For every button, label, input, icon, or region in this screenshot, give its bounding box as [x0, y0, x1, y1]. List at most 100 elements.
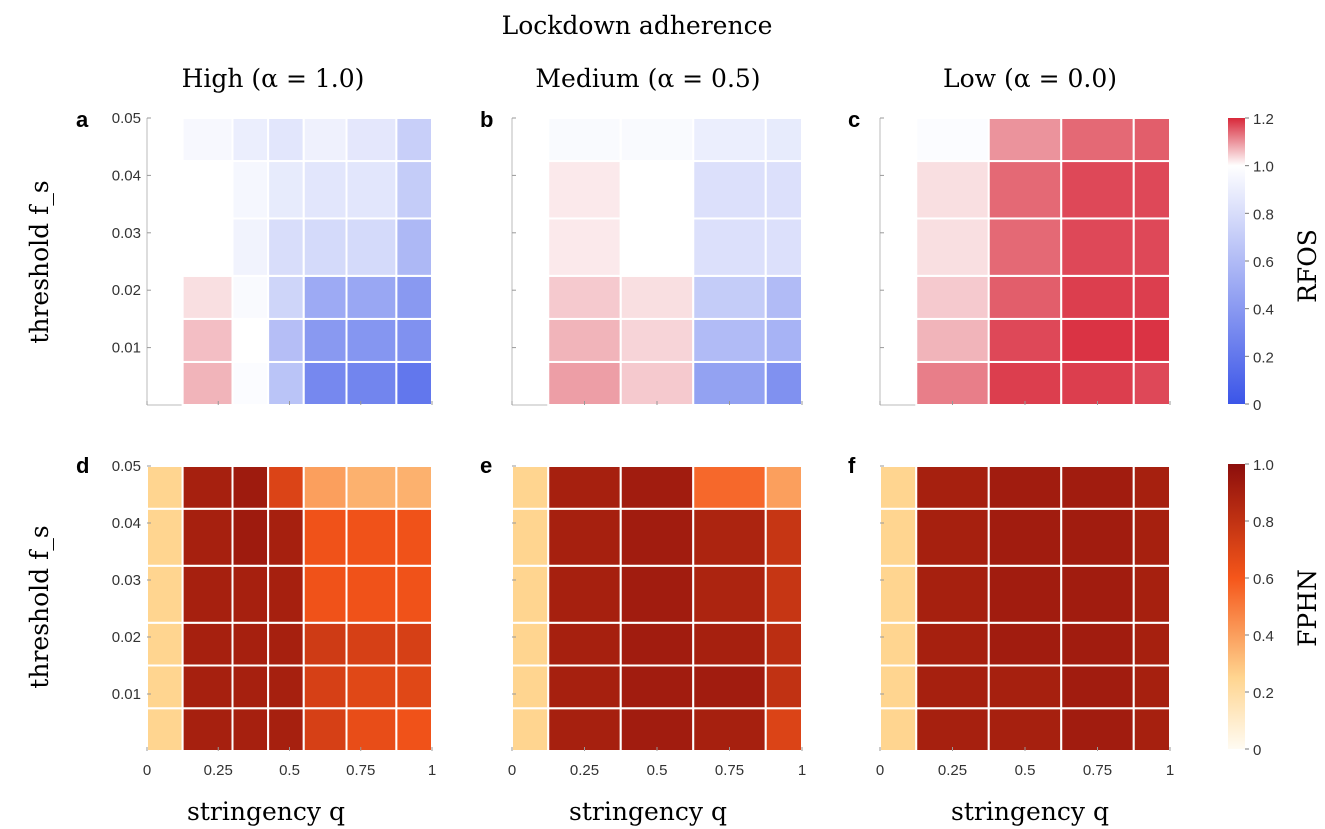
heatmap-cell — [267, 360, 305, 407]
x-tick-label: 0.5 — [1015, 762, 1036, 779]
heatmap-cell — [395, 621, 433, 667]
heatmap-cell — [302, 465, 348, 510]
heatmap-cell — [547, 217, 622, 277]
heatmap-cell — [547, 360, 622, 407]
heatmap-cell — [345, 360, 398, 407]
colorbar-tick-label: 1.0 — [1253, 159, 1274, 176]
y-tick-label: 0.04 — [112, 515, 141, 532]
colorbar-fphn-ticks: 1.0 0.8 0.6 0.4 0.2 0 — [1245, 457, 1274, 759]
x-axis-label-f: stringency q — [951, 797, 1109, 826]
heatmap-cell — [619, 217, 695, 277]
heatmap-cell — [345, 465, 398, 510]
heatmap-cell — [547, 160, 622, 220]
y-tick-label: 0.02 — [112, 629, 141, 646]
heatmap-cell — [345, 621, 398, 667]
heatmap-cell — [764, 664, 803, 710]
heatmap-cell — [619, 507, 695, 567]
x-tick-label: 0.5 — [279, 762, 300, 779]
column-title-medium: Medium (α = 0.5) — [535, 64, 760, 93]
x-axis-label-d: stringency q — [187, 797, 345, 826]
heatmap-cell — [267, 217, 305, 277]
heatmap-cell — [619, 360, 695, 407]
heatmap-cell — [231, 160, 270, 220]
row-label-top: threshold f_s — [25, 180, 54, 343]
heatmap-cell — [231, 217, 270, 277]
y-tick-label: 0.04 — [112, 167, 141, 184]
heatmap-cell — [987, 317, 1063, 363]
heatmap-cell — [987, 465, 1063, 510]
heatmap-cell — [302, 621, 348, 667]
heatmap-cell — [181, 507, 234, 567]
heatmap-cell — [395, 117, 433, 163]
heatmap-cell — [547, 707, 622, 752]
x-tick-label: 0.75 — [346, 762, 375, 779]
colorbar-tick-label: 0.6 — [1253, 254, 1274, 271]
heatmap-cell — [547, 465, 622, 510]
colorbar-tick-label: 0.8 — [1253, 206, 1274, 223]
heatmap-cell — [764, 465, 803, 510]
heatmap-cell — [395, 465, 433, 510]
heatmap-cell — [987, 117, 1063, 163]
heatmap-cell — [1132, 621, 1171, 667]
x-tick-label: 0.25 — [204, 762, 233, 779]
heatmap-cell — [267, 274, 305, 320]
heatmap-cell — [231, 465, 270, 510]
heatmap-cell — [181, 317, 234, 363]
heatmap-cell — [619, 317, 695, 363]
colorbar-rfos — [1228, 118, 1245, 404]
heatmap-cell — [915, 274, 990, 320]
heatmap-cell — [1060, 217, 1135, 277]
heatmap-cell — [547, 564, 622, 624]
heatmap-cell — [1132, 465, 1171, 510]
heatmap-cell — [345, 507, 398, 567]
colorbar-tick-label: 0.8 — [1253, 514, 1274, 531]
heatmap-cell — [1132, 317, 1171, 363]
heatmap-cell — [146, 507, 184, 567]
heatmap-cell — [395, 160, 433, 220]
heatmap-cell — [395, 507, 433, 567]
y-tick-label: 0.01 — [112, 340, 141, 357]
heatmap-cell — [395, 317, 433, 363]
column-title-high: High (α = 1.0) — [182, 64, 365, 93]
heatmap-cell — [915, 564, 990, 624]
heatmap-cell — [692, 117, 767, 163]
heatmap-cell — [619, 274, 695, 320]
y-tick-label: 0.05 — [112, 458, 141, 475]
y-tick-label: 0.05 — [112, 110, 141, 127]
heatmap-cell — [1060, 664, 1135, 710]
heatmap-cell — [511, 564, 550, 624]
colorbar-tick-label: 0.2 — [1253, 349, 1274, 366]
heatmap-cell — [987, 507, 1063, 567]
y-tick-label: 0.03 — [112, 225, 141, 242]
heatmap-cell — [619, 117, 695, 163]
heatmap-cell — [692, 707, 767, 752]
heatmap-cell — [302, 664, 348, 710]
heatmap-cell — [345, 274, 398, 320]
panel-letter-e: e — [480, 453, 492, 478]
heatmap-cell — [619, 564, 695, 624]
heatmap-cell — [181, 274, 234, 320]
heatmap-cell — [915, 507, 990, 567]
heatmap-cell — [1132, 707, 1171, 752]
heatmap-cell — [231, 707, 270, 752]
heatmap-panel-f: 0 0.25 0.5 0.75 1 — [876, 465, 1174, 779]
heatmap-cell — [181, 360, 234, 407]
heatmap-panel-d: 0.05 0.04 0.03 0.02 0.01 0 0.25 0.5 0.75 1 — [112, 458, 436, 779]
heatmap-cell — [547, 664, 622, 710]
x-tick-label: 1 — [798, 762, 806, 779]
heatmap-cell — [146, 465, 184, 510]
x-tick-label: 0.5 — [647, 762, 668, 779]
heatmap-panel-b — [511, 117, 803, 407]
heatmap-cell — [915, 664, 990, 710]
heatmap-cell — [345, 160, 398, 220]
panel-letter-d: d — [76, 453, 89, 478]
heatmap-cell — [879, 465, 918, 510]
heatmap-cell — [395, 564, 433, 624]
heatmap-cell — [879, 707, 918, 752]
heatmap-cell — [764, 707, 803, 752]
row-label-bottom: threshold f_s — [25, 525, 54, 688]
heatmap-cell — [231, 564, 270, 624]
heatmap-cell — [267, 621, 305, 667]
heatmap-cell — [915, 465, 990, 510]
x-tick-label: 0 — [876, 762, 884, 779]
